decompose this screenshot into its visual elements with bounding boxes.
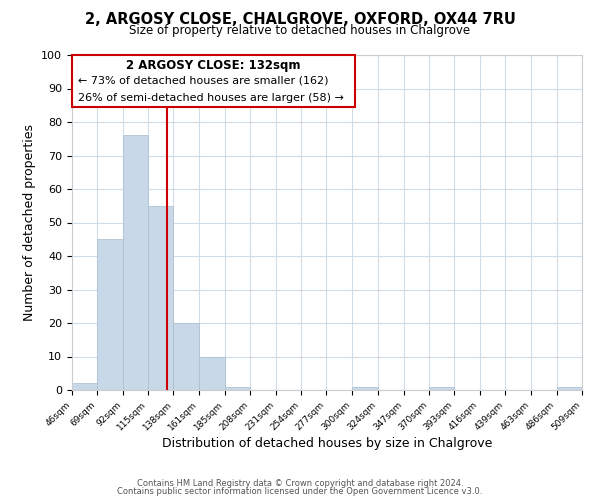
Text: 2 ARGOSY CLOSE: 132sqm: 2 ARGOSY CLOSE: 132sqm xyxy=(126,59,301,72)
Text: Contains public sector information licensed under the Open Government Licence v3: Contains public sector information licen… xyxy=(118,487,482,496)
Text: 2, ARGOSY CLOSE, CHALGROVE, OXFORD, OX44 7RU: 2, ARGOSY CLOSE, CHALGROVE, OXFORD, OX44… xyxy=(85,12,515,28)
Bar xyxy=(225,386,250,390)
Bar xyxy=(173,323,199,390)
Text: ← 73% of detached houses are smaller (162): ← 73% of detached houses are smaller (16… xyxy=(78,76,329,86)
Text: Size of property relative to detached houses in Chalgrove: Size of property relative to detached ho… xyxy=(130,24,470,37)
Bar xyxy=(557,386,582,390)
X-axis label: Distribution of detached houses by size in Chalgrove: Distribution of detached houses by size … xyxy=(162,438,492,450)
Bar xyxy=(72,384,97,390)
FancyBboxPatch shape xyxy=(72,55,355,107)
Bar xyxy=(148,206,173,390)
Bar xyxy=(429,386,454,390)
Bar xyxy=(122,136,148,390)
Text: Contains HM Land Registry data © Crown copyright and database right 2024.: Contains HM Land Registry data © Crown c… xyxy=(137,478,463,488)
Bar xyxy=(199,356,225,390)
Bar xyxy=(352,386,378,390)
Bar xyxy=(97,240,122,390)
Y-axis label: Number of detached properties: Number of detached properties xyxy=(23,124,36,321)
Text: 26% of semi-detached houses are larger (58) →: 26% of semi-detached houses are larger (… xyxy=(78,92,344,102)
